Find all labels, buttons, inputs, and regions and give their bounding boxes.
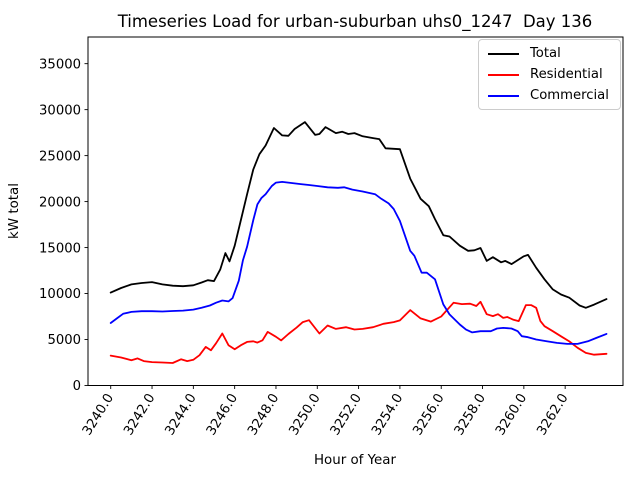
- legend-item-residential: Residential: [479, 64, 620, 85]
- legend-label: Total: [530, 46, 561, 61]
- series-line-commercial: [109, 181, 608, 345]
- legend-line-swatch: [488, 52, 519, 55]
- y-tick-label: 5000: [47, 333, 81, 348]
- series-line-residential: [109, 300, 608, 364]
- y-tick-label: 15000: [39, 241, 81, 256]
- y-tick-label: 30000: [39, 103, 81, 118]
- legend-label: Commercial: [530, 88, 609, 103]
- legend: Total Residential Commercial: [478, 39, 621, 110]
- y-tick-label: 0: [73, 379, 81, 394]
- series-line-total: [109, 121, 608, 309]
- y-tick-label: 20000: [39, 195, 81, 210]
- y-tick-label: 10000: [39, 287, 81, 302]
- axes-frame: [87, 36, 624, 386]
- legend-line-swatch: [488, 73, 519, 76]
- chart-title: Timeseries Load for urban-suburban uhs0_…: [117, 12, 593, 32]
- legend-item-commercial: Commercial: [479, 85, 620, 106]
- legend-label: Residential: [530, 67, 603, 82]
- x-axis-label: Hour of Year: [314, 453, 397, 468]
- legend-line-swatch: [488, 94, 519, 97]
- y-tick-label: 35000: [39, 57, 81, 72]
- legend-item-total: Total: [479, 43, 620, 64]
- y-axis-label: kW total: [7, 183, 22, 239]
- y-tick-label: 25000: [39, 149, 81, 164]
